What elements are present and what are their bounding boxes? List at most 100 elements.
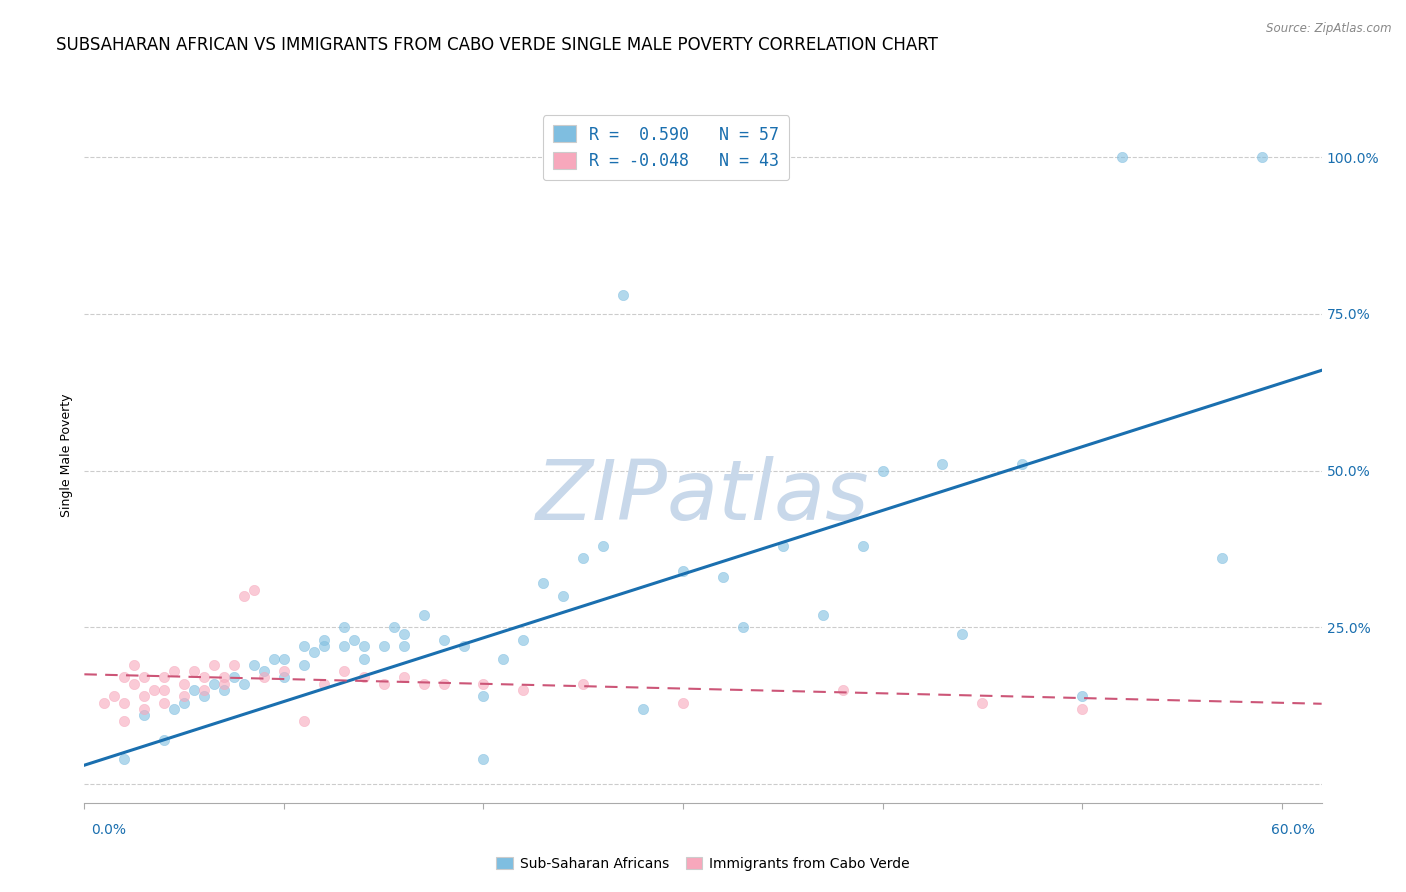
Point: [811, 607, 834, 622]
Point: [972, 696, 994, 710]
Point: [193, 670, 215, 684]
Point: [1211, 551, 1233, 566]
Point: [143, 683, 166, 698]
Point: [572, 551, 595, 566]
Point: [122, 676, 145, 690]
Point: [333, 620, 356, 634]
Point: [612, 288, 634, 302]
Point: [831, 683, 853, 698]
Point: [592, 539, 614, 553]
Point: [134, 670, 156, 684]
Point: [952, 626, 974, 640]
Point: [202, 657, 225, 672]
Point: [852, 539, 875, 553]
Point: [212, 670, 235, 684]
Point: [112, 752, 135, 766]
Point: [333, 639, 356, 653]
Text: 0.0%: 0.0%: [91, 822, 127, 837]
Point: [872, 464, 894, 478]
Legend: Sub-Saharan Africans, Immigrants from Cabo Verde: Sub-Saharan Africans, Immigrants from Ca…: [491, 851, 915, 876]
Point: [392, 639, 415, 653]
Point: [353, 670, 375, 684]
Point: [153, 670, 176, 684]
Point: [233, 676, 256, 690]
Point: [112, 714, 135, 729]
Point: [373, 639, 395, 653]
Point: [353, 651, 375, 665]
Point: [112, 670, 135, 684]
Point: [572, 676, 595, 690]
Point: [731, 620, 754, 634]
Text: Source: ZipAtlas.com: Source: ZipAtlas.com: [1267, 22, 1392, 36]
Point: [392, 626, 415, 640]
Point: [134, 690, 156, 704]
Point: [173, 690, 195, 704]
Point: [153, 696, 176, 710]
Point: [333, 664, 356, 678]
Point: [472, 690, 495, 704]
Point: [1071, 702, 1094, 716]
Point: [1011, 458, 1033, 472]
Point: [112, 696, 135, 710]
Point: [412, 676, 434, 690]
Text: ZIPatlas: ZIPatlas: [536, 456, 870, 537]
Point: [392, 670, 415, 684]
Point: [93, 696, 115, 710]
Point: [163, 664, 186, 678]
Point: [292, 714, 315, 729]
Point: [312, 676, 335, 690]
Point: [183, 683, 205, 698]
Point: [312, 639, 335, 653]
Point: [153, 733, 176, 747]
Point: [672, 564, 695, 578]
Point: [273, 651, 295, 665]
Point: [312, 632, 335, 647]
Point: [292, 639, 315, 653]
Point: [492, 651, 515, 665]
Point: [222, 657, 245, 672]
Point: [772, 539, 794, 553]
Point: [222, 670, 245, 684]
Point: [202, 676, 225, 690]
Point: [193, 683, 215, 698]
Point: [1250, 150, 1272, 164]
Point: [931, 458, 953, 472]
Point: [253, 664, 276, 678]
Point: [512, 632, 534, 647]
Point: [353, 639, 375, 653]
Point: [243, 657, 266, 672]
Point: [432, 632, 454, 647]
Point: [103, 690, 125, 704]
Point: [173, 696, 195, 710]
Y-axis label: Single Male Poverty: Single Male Poverty: [60, 393, 73, 516]
Text: 60.0%: 60.0%: [1271, 822, 1315, 837]
Point: [183, 664, 205, 678]
Point: [1071, 690, 1094, 704]
Point: [553, 589, 575, 603]
Point: [302, 645, 325, 659]
Point: [263, 651, 285, 665]
Point: [531, 576, 554, 591]
Point: [711, 570, 734, 584]
Point: [412, 607, 434, 622]
Point: [212, 676, 235, 690]
Point: [292, 657, 315, 672]
Point: [472, 752, 495, 766]
Point: [512, 683, 534, 698]
Point: [472, 676, 495, 690]
Point: [173, 676, 195, 690]
Point: [273, 670, 295, 684]
Point: [134, 708, 156, 723]
Point: [273, 664, 295, 678]
Point: [163, 702, 186, 716]
Point: [122, 657, 145, 672]
Point: [373, 676, 395, 690]
Point: [233, 589, 256, 603]
Point: [343, 632, 366, 647]
Point: [193, 690, 215, 704]
Point: [672, 696, 695, 710]
Point: [243, 582, 266, 597]
Point: [253, 670, 276, 684]
Point: [1111, 150, 1133, 164]
Point: [453, 639, 475, 653]
